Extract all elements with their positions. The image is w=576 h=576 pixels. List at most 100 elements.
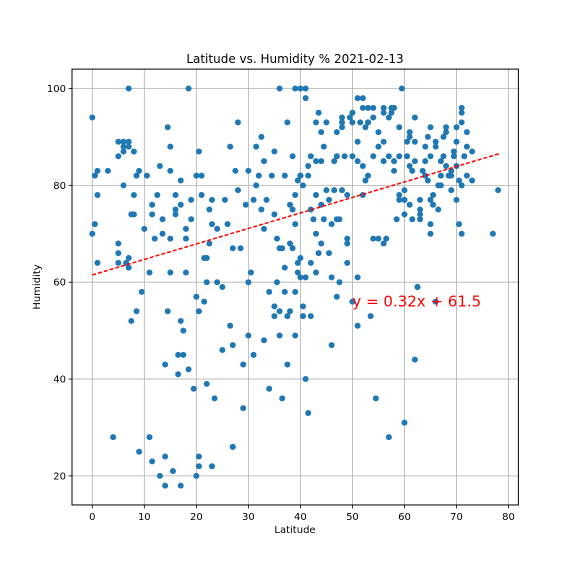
data-point — [427, 230, 434, 237]
data-point — [463, 129, 470, 136]
data-point — [409, 216, 416, 223]
data-point — [372, 395, 379, 402]
data-point — [359, 95, 366, 102]
data-point — [453, 196, 460, 203]
data-point — [333, 153, 340, 160]
data-point — [125, 138, 132, 145]
data-point — [302, 274, 309, 281]
data-point — [286, 308, 293, 315]
data-point — [331, 187, 338, 194]
data-point — [284, 361, 291, 368]
data-point — [193, 293, 200, 300]
data-point — [396, 196, 403, 203]
data-point — [401, 419, 408, 426]
data-point — [258, 206, 265, 213]
y-tick-label: 40 — [53, 375, 66, 386]
data-point — [115, 240, 122, 247]
data-point — [201, 298, 208, 305]
data-point — [136, 448, 143, 455]
x-tick-label: 70 — [450, 512, 463, 523]
data-point — [268, 172, 275, 179]
data-point — [245, 332, 252, 339]
y-tick-label: 100 — [47, 84, 66, 95]
data-point — [292, 221, 299, 228]
data-point — [154, 192, 161, 199]
data-point — [427, 124, 434, 131]
data-point — [336, 279, 343, 286]
data-point — [234, 187, 241, 194]
data-point — [307, 153, 314, 160]
data-point — [292, 288, 299, 295]
data-point — [424, 177, 431, 184]
data-point — [120, 138, 127, 145]
data-point — [375, 129, 382, 136]
data-point — [427, 196, 434, 203]
data-point — [156, 162, 163, 169]
data-point — [450, 153, 457, 160]
data-point — [271, 313, 278, 320]
data-point — [177, 317, 184, 324]
data-point — [167, 167, 174, 174]
data-point — [206, 206, 213, 213]
data-point — [422, 158, 429, 165]
data-point — [276, 308, 283, 315]
data-point — [320, 216, 327, 223]
data-point — [411, 356, 418, 363]
data-point — [388, 109, 395, 116]
data-point — [396, 124, 403, 131]
data-point — [234, 119, 241, 126]
data-point — [391, 104, 398, 111]
data-point — [159, 230, 166, 237]
data-point — [167, 143, 174, 150]
data-point — [424, 133, 431, 140]
data-point — [370, 153, 377, 160]
data-point — [245, 167, 252, 174]
data-point — [232, 167, 239, 174]
data-point — [349, 298, 356, 305]
data-point — [362, 124, 369, 131]
data-point — [333, 129, 340, 136]
data-point — [279, 395, 286, 402]
data-point — [463, 172, 470, 179]
data-point — [339, 119, 346, 126]
data-point — [354, 138, 361, 145]
data-point — [417, 216, 424, 223]
data-point — [250, 351, 257, 358]
data-point — [245, 279, 252, 286]
x-tick-label: 40 — [294, 512, 307, 523]
data-point — [185, 85, 192, 92]
data-point — [432, 138, 439, 145]
data-point — [401, 196, 408, 203]
data-point — [326, 250, 333, 257]
data-point — [385, 434, 392, 441]
data-point — [365, 172, 372, 179]
data-point — [242, 201, 249, 208]
data-point — [125, 264, 132, 271]
data-point — [318, 129, 325, 136]
data-point — [125, 254, 132, 261]
data-point — [461, 153, 468, 160]
data-point — [354, 274, 361, 281]
data-point — [91, 172, 98, 179]
data-point — [203, 254, 210, 261]
data-point — [339, 114, 346, 121]
data-point — [190, 385, 197, 392]
data-point — [315, 250, 322, 257]
data-point — [370, 114, 377, 121]
data-point — [367, 313, 374, 320]
data-point — [167, 235, 174, 242]
data-point — [193, 172, 200, 179]
data-point — [130, 148, 137, 155]
data-point — [164, 124, 171, 131]
data-point — [177, 482, 184, 489]
data-point — [437, 172, 444, 179]
data-point — [396, 192, 403, 199]
data-point — [414, 284, 421, 291]
data-point — [297, 172, 304, 179]
data-point — [331, 158, 338, 165]
data-point — [383, 235, 390, 242]
regression-line — [92, 153, 500, 276]
data-points — [89, 85, 502, 489]
data-point — [143, 172, 150, 179]
